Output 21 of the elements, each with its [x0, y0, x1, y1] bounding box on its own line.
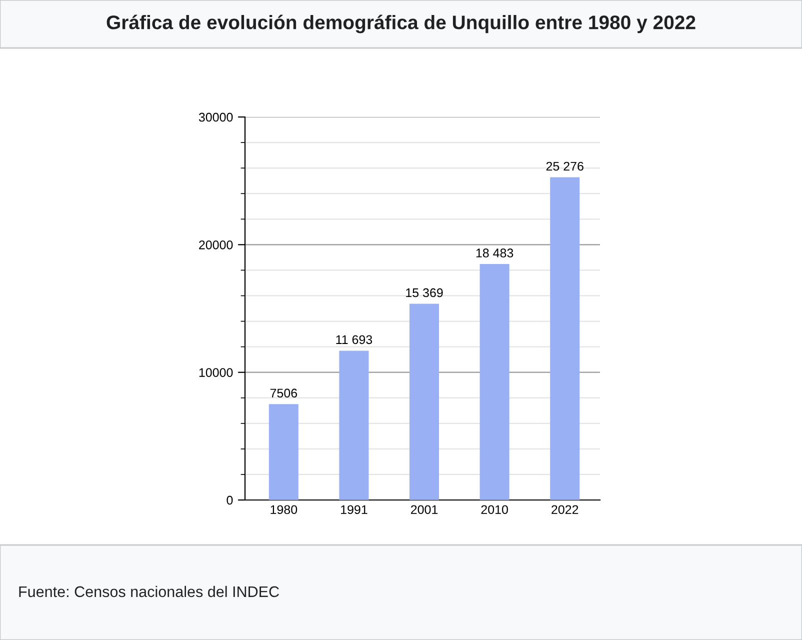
- data-label: 7506: [270, 388, 298, 398]
- data-label: 15 369: [406, 288, 443, 298]
- y-tick-label: 10000: [199, 368, 233, 377]
- bar: [268, 404, 298, 500]
- y-tick-label: 0: [226, 496, 233, 505]
- x-tick-label: 1980: [270, 505, 298, 514]
- data-label: 18 483: [476, 248, 514, 258]
- chart-title: Gráfica de evolución demográfica de Unquillo entre 1980 y 2022: [106, 14, 696, 34]
- bar: [409, 304, 440, 500]
- x-tick-label: 2022: [552, 505, 578, 514]
- y-tick-label: 30000: [198, 112, 233, 122]
- x-tick-label: 2001: [410, 505, 438, 514]
- data-label: 11 693: [336, 335, 372, 344]
- bar: [480, 264, 510, 500]
- bar: [339, 350, 369, 500]
- x-tick-label: 2010: [481, 505, 508, 514]
- x-tick-label: 1991: [341, 505, 368, 514]
- data-label: 25 276: [546, 162, 584, 171]
- y-tick-label: 20000: [199, 240, 233, 250]
- source-note: Fuente: Censos nacionales del INDEC: [19, 586, 279, 598]
- bar: [550, 177, 580, 500]
